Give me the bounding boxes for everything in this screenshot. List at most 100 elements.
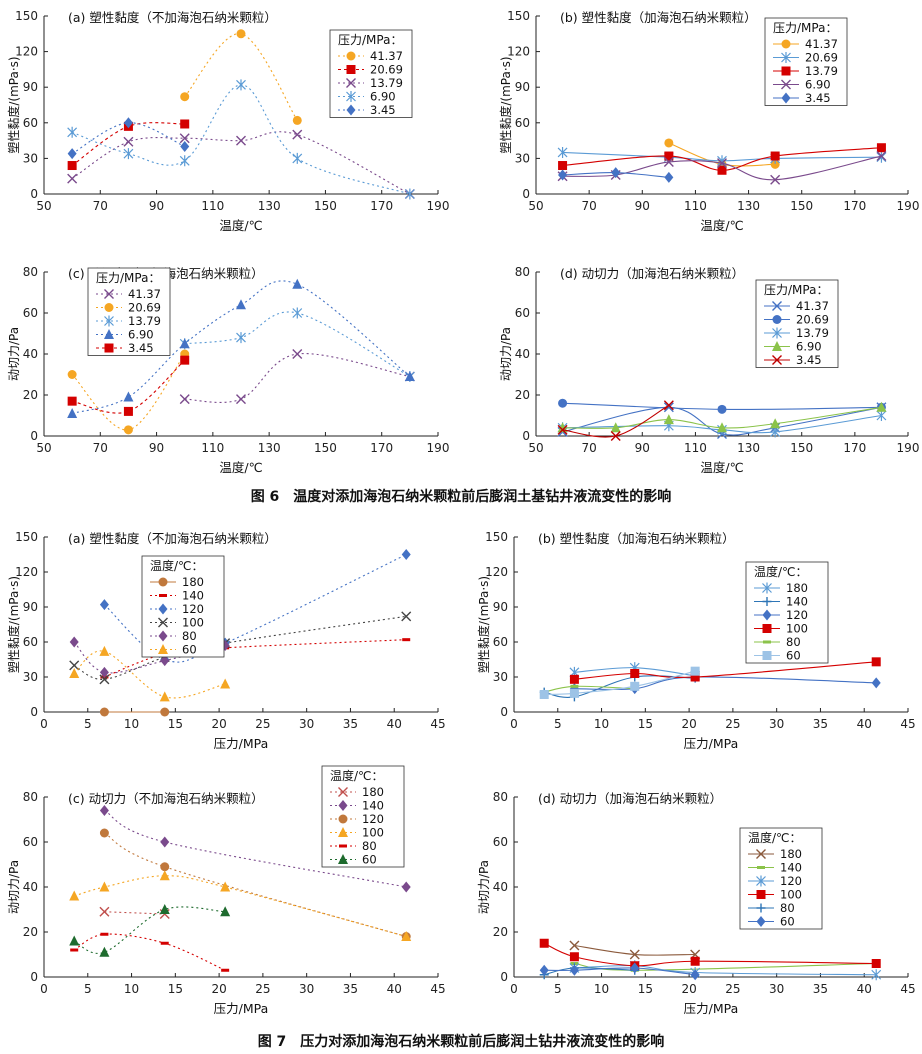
x-tick-label: 10	[124, 717, 139, 731]
x-tick-label: 70	[582, 441, 597, 455]
legend-label: 180	[362, 785, 384, 799]
data-point	[220, 678, 231, 689]
series-180	[99, 707, 170, 717]
y-axis-label: 塑性黏度/(mPa·s)	[6, 576, 21, 673]
x-tick-label: 110	[684, 199, 707, 213]
legend-label: 80	[182, 629, 197, 643]
data-point	[770, 159, 780, 169]
x-tick-label: 50	[36, 441, 51, 455]
series-3.45	[67, 117, 190, 160]
series-line	[544, 967, 696, 976]
legend-title: 温度/℃：	[150, 558, 204, 573]
data-point	[871, 959, 881, 968]
data-point	[717, 422, 727, 433]
legend-label: 41.37	[805, 37, 838, 51]
chart-title: (b) 塑性黏度（加海泡石纳米颗粒）	[538, 531, 735, 546]
x-tick-label: 40	[387, 982, 402, 996]
series-line	[184, 353, 410, 403]
series-100	[69, 870, 412, 941]
y-tick-label: 150	[15, 530, 38, 544]
legend-marker	[772, 341, 782, 351]
data-point	[770, 418, 781, 429]
legend-marker	[338, 814, 348, 824]
y-axis-label: 塑性黏度/(mPa·s)	[6, 56, 21, 153]
y-tick-label: 60	[515, 116, 530, 130]
legend-label: 13.79	[370, 76, 403, 90]
series-60	[539, 666, 700, 699]
legend-label: 120	[786, 608, 808, 622]
legend-label: 13.79	[805, 64, 838, 78]
x-tick-label: 0	[510, 982, 518, 996]
data-point	[123, 406, 133, 416]
legend-marker	[104, 289, 114, 299]
x-tick-label: 170	[843, 441, 866, 455]
data-point	[876, 401, 887, 412]
legend-marker	[772, 327, 782, 339]
x-tick-label: 50	[528, 441, 543, 455]
chart-f6b: 0 30 60 90 120 150 50 70 90 110 130 150 170 190 (b) 塑性…	[498, 9, 919, 233]
data-point	[159, 870, 170, 881]
x-tick-label: 150	[790, 199, 813, 213]
data-point	[663, 414, 674, 425]
data-point	[663, 400, 674, 411]
y-tick-label: 90	[493, 600, 508, 614]
legend-label: 3.45	[128, 341, 154, 355]
legend-marker	[762, 609, 772, 621]
y-tick-label: 60	[23, 306, 38, 320]
data-point	[99, 707, 109, 717]
legend-label: 20.69	[796, 313, 829, 327]
series-line	[74, 875, 407, 938]
data-point	[69, 668, 80, 678]
data-point	[123, 136, 134, 147]
data-point	[404, 371, 415, 382]
x-tick-label: 90	[149, 441, 164, 455]
x-tick-label: 35	[813, 982, 828, 996]
data-point	[663, 402, 674, 413]
legend-box	[321, 765, 405, 868]
legend-marker	[756, 875, 766, 887]
x-tick-label: 190	[897, 199, 920, 213]
x-tick-label: 170	[843, 199, 866, 213]
x-tick-label: 25	[255, 982, 270, 996]
legend-label: 80	[786, 635, 801, 649]
legend-label: 140	[780, 861, 802, 875]
legend-label: 100	[182, 616, 204, 630]
x-axis-label: 温度/℃	[219, 218, 262, 233]
data-point	[401, 549, 411, 560]
chart-title: (d) 动切力（加海泡石纳米颗粒）	[560, 266, 744, 281]
chart-f7a: 0 30 60 90 120 150 0 5 10 15 20 25 30 35 40 45 (a) 塑性黏度（…	[6, 530, 446, 751]
data-point	[770, 174, 781, 185]
data-point	[123, 391, 134, 402]
data-point	[292, 278, 303, 289]
legend-marker	[159, 594, 167, 597]
y-tick-label: 0	[30, 187, 38, 201]
x-tick-label: 30	[299, 982, 314, 996]
legend-label: 180	[786, 581, 808, 595]
y-tick-label: 60	[493, 635, 508, 649]
legend-title: 压力/MPa：	[96, 271, 160, 285]
y-tick-label: 0	[500, 705, 508, 719]
x-tick-label: 40	[387, 717, 402, 731]
legend-label: 140	[362, 799, 384, 813]
x-tick-label: 30	[299, 717, 314, 731]
y-tick-label: 120	[507, 45, 530, 59]
series-20.69	[558, 398, 886, 414]
x-tick-label: 70	[93, 199, 108, 213]
x-tick-label: 30	[769, 717, 784, 731]
x-tick-label: 25	[725, 717, 740, 731]
x-axis-label: 压力/MPa	[214, 1001, 269, 1016]
y-tick-label: 90	[23, 80, 38, 94]
legend-marker	[158, 577, 168, 587]
legend-label: 120	[362, 812, 384, 826]
series-60	[69, 645, 231, 702]
data-point	[180, 119, 190, 129]
data-point	[99, 946, 110, 957]
x-tick-label: 45	[900, 982, 915, 996]
data-point	[569, 940, 580, 951]
x-tick-label: 0	[510, 717, 518, 731]
data-point	[99, 906, 110, 917]
data-point	[160, 836, 170, 848]
legend-label: 41.37	[370, 49, 403, 63]
